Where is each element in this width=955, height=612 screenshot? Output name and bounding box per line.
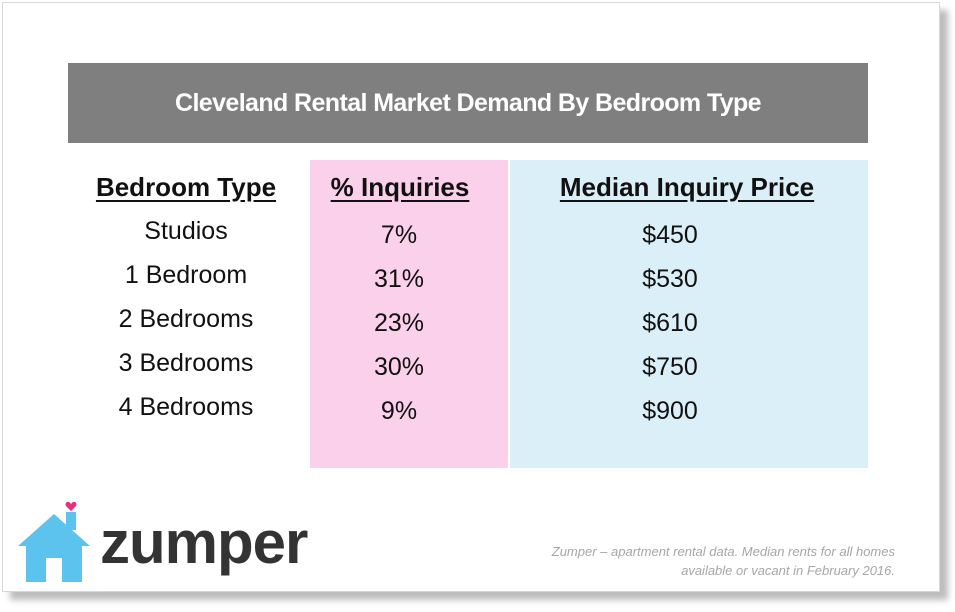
column-header: Bedroom Type [95, 172, 277, 202]
table-cell: 31% [373, 265, 425, 293]
table-cell: 23% [373, 309, 425, 337]
footnote: available or vacant in February 2016. [681, 563, 895, 578]
table-cell: $610 [642, 309, 698, 337]
table-cell: $450 [642, 221, 698, 249]
footnote: Zumper – apartment rental data. Median r… [551, 544, 895, 559]
logo-icon [18, 501, 90, 582]
price-column-bg [510, 160, 868, 468]
table-cell: 30% [373, 353, 425, 381]
table-cell: 3 Bedrooms [118, 349, 254, 377]
table-cell: $900 [642, 397, 698, 425]
title: Cleveland Rental Market Demand By Bedroo… [68, 63, 868, 143]
logo-text: zumper [100, 509, 308, 576]
table-cell: 9% [380, 397, 418, 425]
table-cell: $530 [642, 265, 698, 293]
table-cell: 2 Bedrooms [118, 305, 254, 333]
column-header: Median Inquiry Price [559, 172, 815, 202]
table-cell: Studios [144, 217, 228, 245]
table-cell: 7% [380, 221, 418, 249]
column-header: % Inquiries [330, 172, 470, 202]
table-cell: $750 [642, 353, 698, 381]
table-cell: 4 Bedrooms [118, 393, 254, 421]
table-cell: 1 Bedroom [124, 261, 248, 289]
inquiries-column-bg [310, 160, 508, 468]
